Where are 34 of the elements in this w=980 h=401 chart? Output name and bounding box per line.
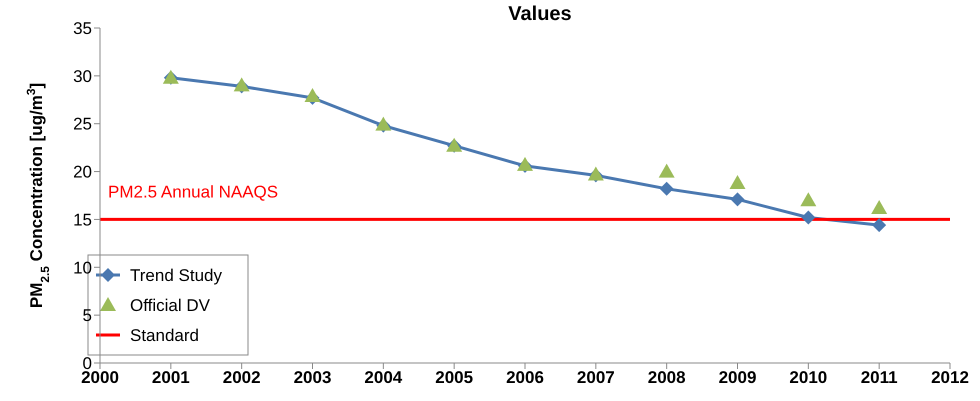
x-tick-label: 2000 (81, 368, 119, 388)
y-tick-label: 10 (73, 258, 92, 278)
chart-title: Values (508, 3, 572, 25)
legend-label: Official DV (130, 296, 211, 315)
x-tick-label: 2003 (294, 368, 332, 388)
legend-label: Standard (130, 326, 199, 345)
point (730, 175, 746, 190)
point (800, 192, 816, 206)
x-tick-label: 2001 (152, 368, 190, 388)
y-tick-label: 35 (73, 19, 92, 38)
annotation: PM2.5 Annual NAAQS (108, 182, 278, 202)
point (304, 88, 320, 102)
x-tick-label: 2012 (931, 368, 969, 388)
point (872, 218, 886, 232)
legend-label: Trend Study (130, 266, 222, 285)
point (801, 210, 816, 225)
x-tick-label: 2009 (718, 368, 756, 388)
x-tick-label: 2005 (435, 368, 474, 388)
x-tick-label: 2004 (364, 368, 403, 388)
x-tick-label: 2011 (860, 368, 898, 388)
x-tick-label: 2007 (576, 368, 615, 388)
point (660, 182, 674, 196)
y-tick-label: 30 (73, 66, 92, 86)
x-tick-label: 2008 (648, 368, 686, 388)
y-tick-label: 25 (73, 114, 92, 134)
y-tick-label: 5 (82, 306, 92, 326)
y-tick-label: 15 (73, 210, 92, 230)
x-tick-label: 2006 (506, 368, 544, 388)
y-tick-label: 20 (73, 162, 92, 182)
point (730, 192, 744, 206)
x-tick-label: 2002 (222, 368, 261, 388)
x-tick-label: 2010 (789, 368, 828, 388)
point (658, 164, 675, 178)
point (871, 200, 888, 214)
